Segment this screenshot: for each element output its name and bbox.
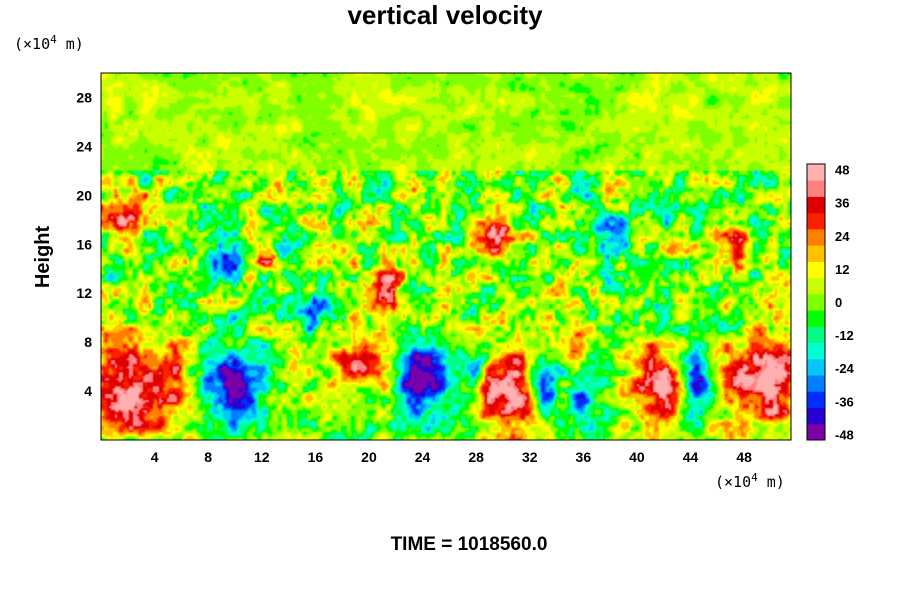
colorbar-swatch: [807, 375, 825, 392]
chart-title: vertical velocity: [347, 0, 543, 30]
y-tick-label: 28: [76, 89, 92, 105]
colorbar-swatch: [807, 326, 825, 344]
time-label: TIME = 1018560.0: [391, 534, 548, 555]
colorbar-tick-label: 24: [835, 229, 850, 244]
colorbar-tick-label: -48: [835, 427, 854, 442]
colorbar-swatch: [807, 407, 825, 425]
colorbar-swatch: [807, 212, 825, 230]
x-tick-label: 48: [736, 449, 752, 465]
y-axis-label: Height: [32, 226, 54, 289]
colorbar-swatch: [807, 277, 825, 295]
x-tick-label: 24: [415, 449, 431, 465]
heatmap-image: [101, 73, 791, 440]
colorbar-tick-label: 36: [835, 196, 849, 211]
x-tick-label: 40: [629, 449, 645, 465]
y-tick-label: 24: [76, 138, 92, 154]
y-tick-label: 8: [84, 334, 92, 350]
y-tick-label: 12: [76, 285, 92, 301]
colorbar-swatch: [807, 180, 825, 197]
colorbar-swatch: [807, 391, 825, 409]
colorbar-swatch: [807, 310, 825, 327]
y-tick-label: 16: [76, 236, 92, 252]
x-tick-label: 8: [204, 449, 212, 465]
y-tick-labels: 4 8 12 16 20 24 28: [76, 89, 92, 399]
x-tick-label: 32: [522, 449, 538, 465]
colorbar-swatch: [807, 342, 825, 360]
x-tick-label: 12: [254, 449, 270, 465]
colorbar-tick-label: 12: [835, 262, 849, 277]
x-tick-label: 44: [683, 449, 699, 465]
y-tick-label: 20: [76, 187, 92, 203]
colorbar: [807, 164, 825, 441]
x-tick-label: 20: [361, 449, 377, 465]
y-tick-label: 4: [84, 383, 92, 399]
colorbar-swatch: [807, 196, 825, 214]
colorbar-swatch: [807, 228, 825, 246]
colorbar-tick-labels: 48 36 24 12 0 -12 -24 -36 -48: [835, 163, 855, 443]
y-unit-label: (×104 m): [14, 33, 84, 53]
x-unit-label: (×104 m): [715, 471, 785, 491]
x-tick-label: 4: [151, 449, 159, 465]
x-tick-label: 36: [576, 449, 592, 465]
x-tick-labels: 4 8 12 16 20 24 28 32 36 40 44 48: [151, 449, 752, 465]
colorbar-swatch: [807, 261, 825, 279]
plot-frame: [100, 72, 792, 441]
heatmap-plot-area: [100, 72, 792, 441]
colorbar-tick-label: -24: [835, 361, 855, 376]
colorbar-swatch: [807, 423, 825, 441]
colorbar-swatch: [807, 164, 825, 181]
colorbar-tick-label: -12: [835, 328, 854, 343]
x-tick-label: 28: [468, 449, 484, 465]
colorbar-tick-label: 48: [835, 163, 849, 178]
colorbar-tick-label: -36: [835, 394, 854, 409]
colorbar-tick-label: 0: [835, 295, 842, 310]
colorbar-swatch: [807, 358, 825, 376]
colorbar-swatch: [807, 245, 825, 262]
x-tick-label: 16: [308, 449, 324, 465]
colorbar-frame: [806, 163, 826, 441]
colorbar-swatch: [807, 293, 825, 311]
